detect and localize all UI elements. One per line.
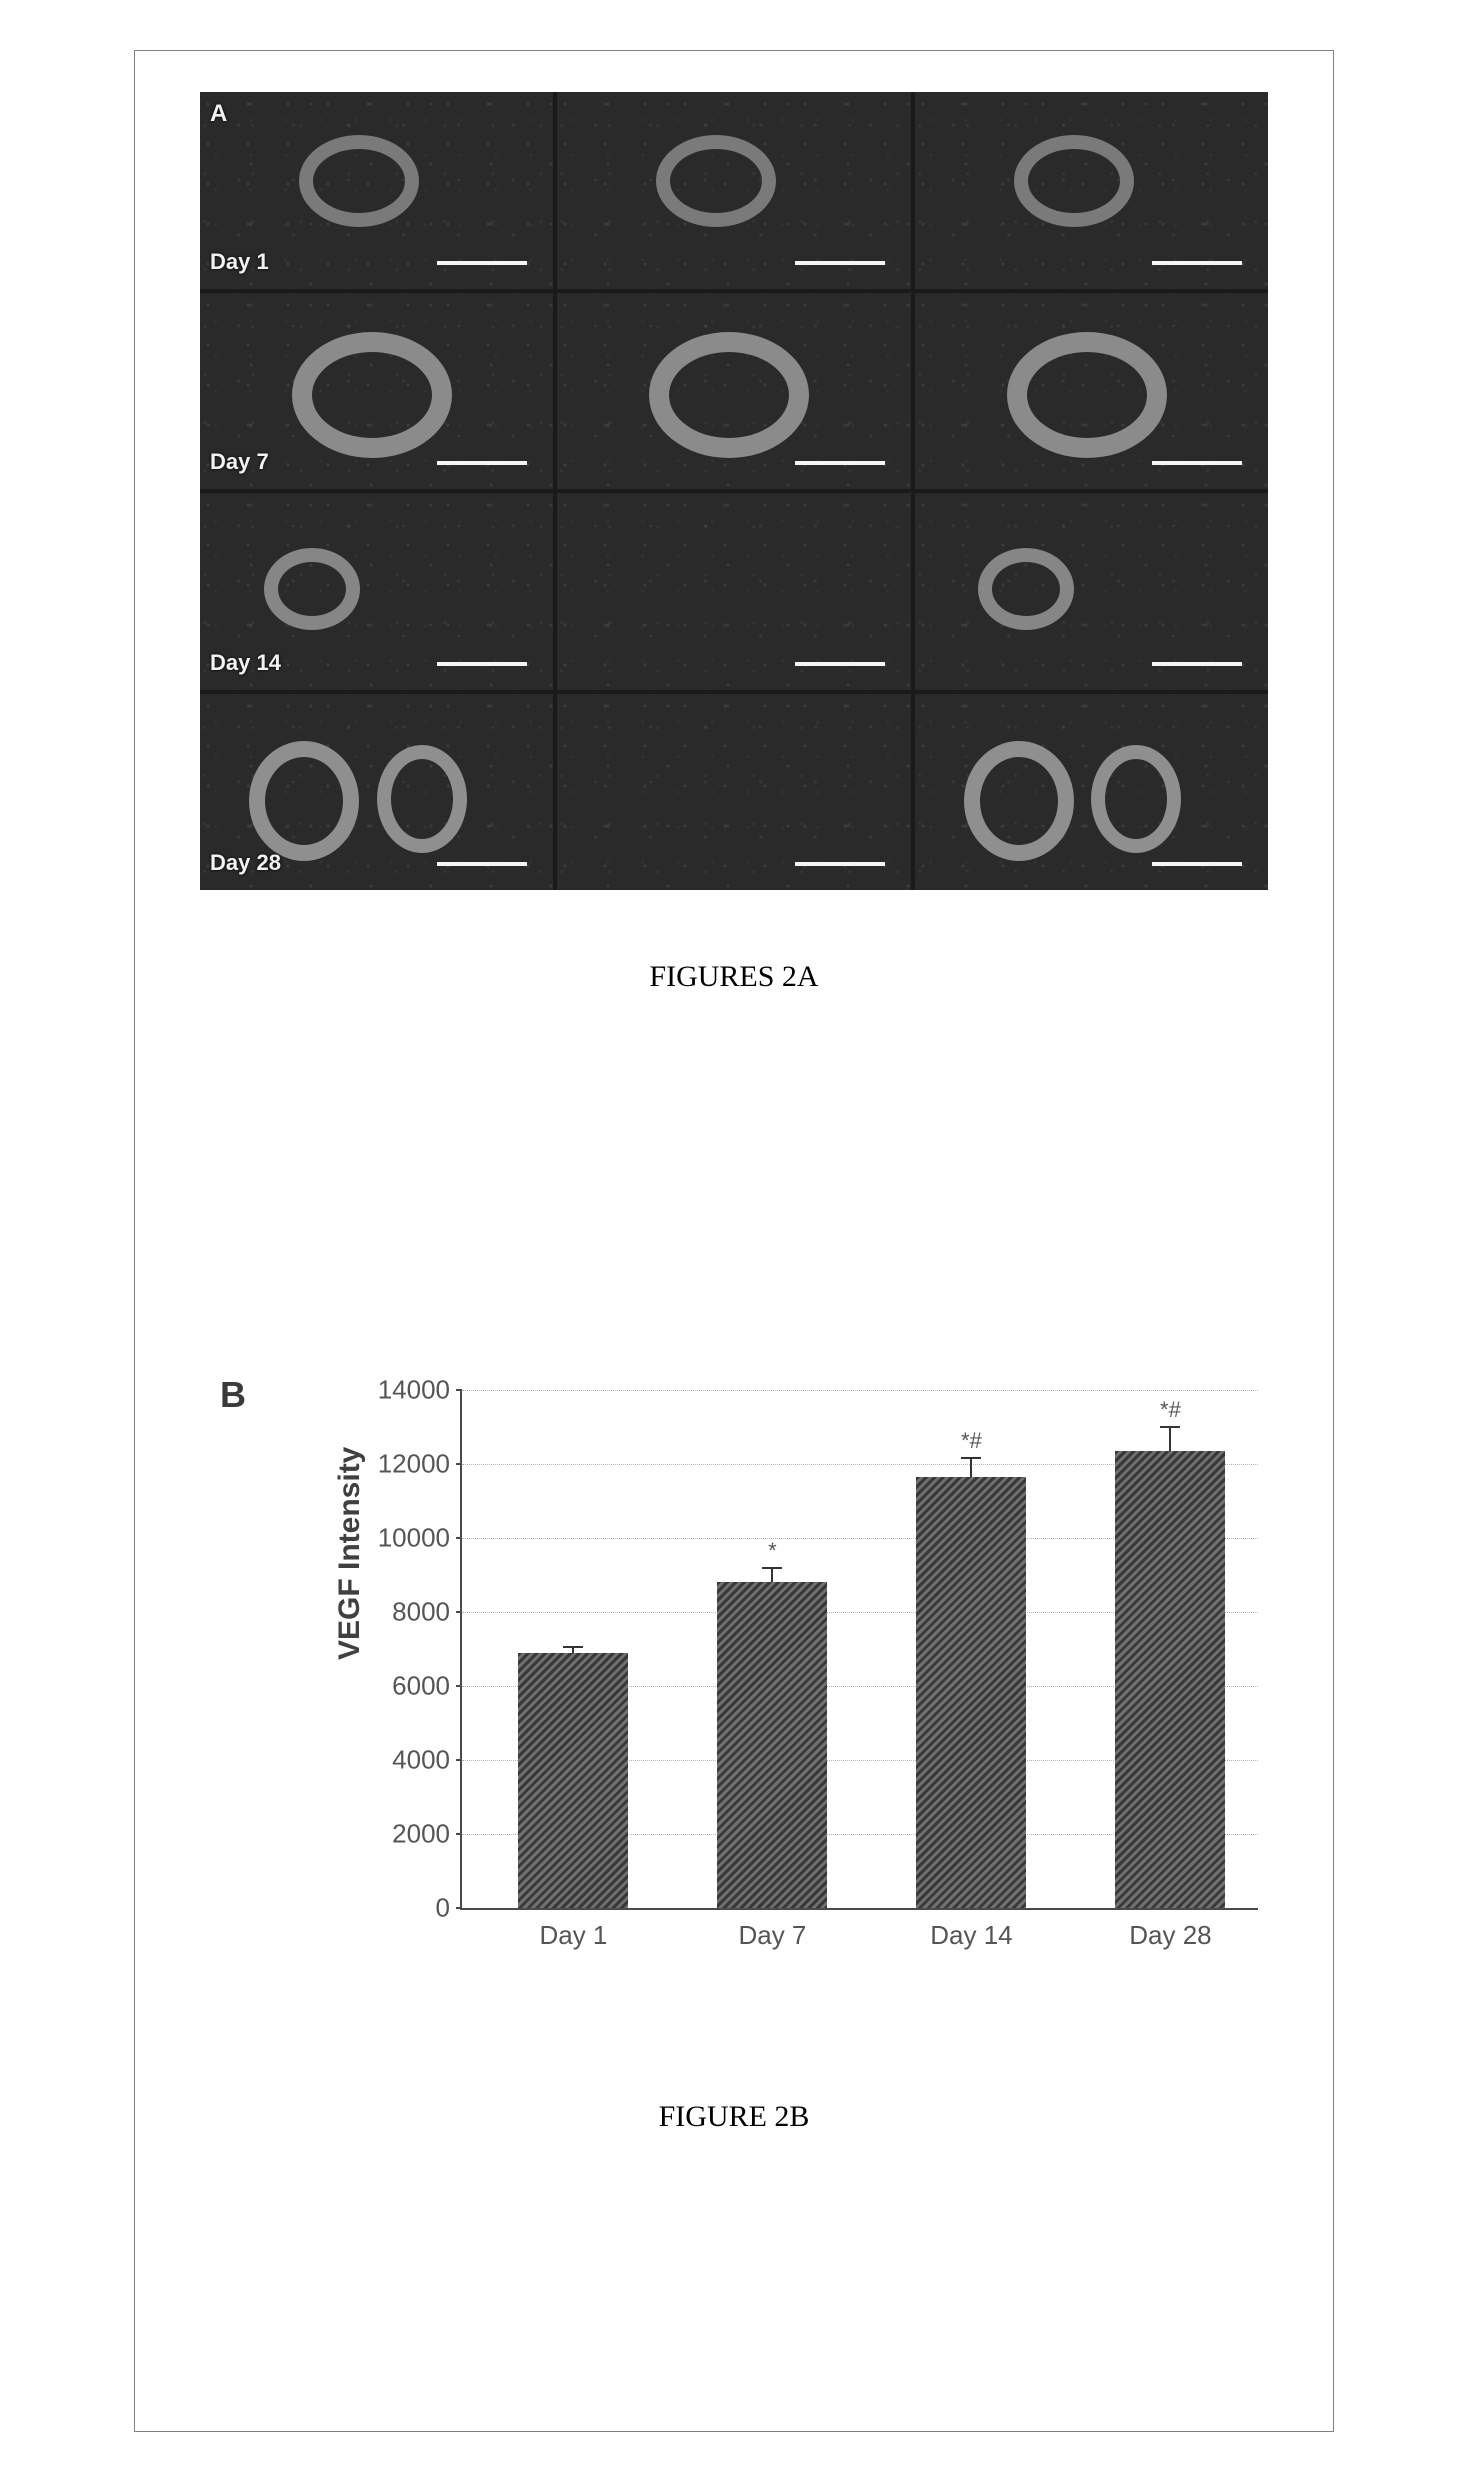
scale-bar <box>1152 662 1242 666</box>
micrograph-texture <box>557 694 910 891</box>
row-label: Day 28 <box>210 850 281 876</box>
ytick-label: 2000 <box>392 1819 462 1850</box>
y-axis-label: VEGF Intensity <box>333 1447 367 1660</box>
scale-bar <box>1152 261 1242 265</box>
ytick-label: 10000 <box>378 1523 462 1554</box>
micrograph-cell <box>557 293 910 490</box>
bar <box>518 1653 628 1908</box>
error-bar <box>1169 1427 1171 1451</box>
micrograph-texture <box>557 493 910 690</box>
error-bar <box>771 1568 773 1583</box>
micrograph-texture <box>915 493 1268 690</box>
xtick-label: Day 28 <box>1129 1908 1211 1951</box>
scale-bar <box>1152 461 1242 465</box>
tissue-ring <box>292 332 452 458</box>
bar <box>1115 1451 1225 1908</box>
micrograph-cell <box>915 92 1268 289</box>
tissue-ring <box>964 741 1074 861</box>
ytick-label: 14000 <box>378 1375 462 1406</box>
micrograph-cell <box>915 694 1268 891</box>
vegf-intensity-bar-chart: VEGF Intensity 0200040006000800010000120… <box>340 1370 1258 1950</box>
tissue-ring <box>656 135 776 227</box>
scale-bar <box>437 862 527 866</box>
ytick-label: 0 <box>436 1893 462 1924</box>
xtick-label: Day 1 <box>539 1908 607 1951</box>
scale-bar <box>437 261 527 265</box>
error-bar-cap <box>563 1646 583 1648</box>
tissue-ring <box>1007 332 1167 458</box>
ytick-label: 4000 <box>392 1745 462 1776</box>
micrograph-cell <box>557 92 910 289</box>
plot-area: 02000400060008000100001200014000Day 1*Da… <box>460 1390 1258 1910</box>
scale-bar <box>1152 862 1242 866</box>
row-label: Day 1 <box>210 249 269 275</box>
scale-bar <box>795 461 885 465</box>
tissue-ring <box>377 745 467 853</box>
tissue-ring <box>1091 745 1181 853</box>
micrograph-cell <box>915 293 1268 490</box>
scale-bar <box>437 461 527 465</box>
tissue-ring <box>978 548 1074 630</box>
error-bar <box>970 1458 972 1477</box>
panel-b-letter: B <box>220 1374 246 1416</box>
error-bar-cap <box>961 1457 981 1459</box>
significance-marker: *# <box>1160 1397 1181 1423</box>
panel-a-micrograph-grid: A Day 1 Day 7 Day 14 Day 28 <box>200 92 1268 890</box>
ytick-label: 8000 <box>392 1597 462 1628</box>
tissue-ring <box>264 548 360 630</box>
ytick-label: 12000 <box>378 1449 462 1480</box>
tissue-ring <box>1014 135 1134 227</box>
row-label: Day 7 <box>210 449 269 475</box>
micrograph-cell: A Day 1 <box>200 92 553 289</box>
figure-2b-caption: FIGURE 2B <box>0 2100 1468 2134</box>
significance-marker: *# <box>961 1428 982 1454</box>
micrograph-cell <box>557 694 910 891</box>
bar <box>916 1477 1026 1908</box>
scale-bar <box>437 662 527 666</box>
scale-bar <box>795 261 885 265</box>
micrograph-cell: Day 28 <box>200 694 553 891</box>
micrograph-cell <box>557 493 910 690</box>
micrograph-cell <box>915 493 1268 690</box>
tissue-ring <box>649 332 809 458</box>
error-bar-cap <box>1160 1426 1180 1428</box>
row-label: Day 14 <box>210 650 281 676</box>
scale-bar <box>795 662 885 666</box>
xtick-label: Day 14 <box>930 1908 1012 1951</box>
figure-2a-caption: FIGURES 2A <box>0 960 1468 994</box>
bar <box>717 1582 827 1908</box>
significance-marker: * <box>768 1538 777 1564</box>
gridline <box>462 1390 1258 1391</box>
panel-b-wrap: B VEGF Intensity 02000400060008000100001… <box>200 1370 1268 2010</box>
error-bar-cap <box>762 1567 782 1569</box>
scale-bar <box>795 862 885 866</box>
ytick-label: 6000 <box>392 1671 462 1702</box>
panel-a-letter: A <box>210 100 227 128</box>
xtick-label: Day 7 <box>738 1908 806 1951</box>
tissue-ring <box>299 135 419 227</box>
micrograph-cell: Day 14 <box>200 493 553 690</box>
micrograph-cell: Day 7 <box>200 293 553 490</box>
tissue-ring <box>249 741 359 861</box>
